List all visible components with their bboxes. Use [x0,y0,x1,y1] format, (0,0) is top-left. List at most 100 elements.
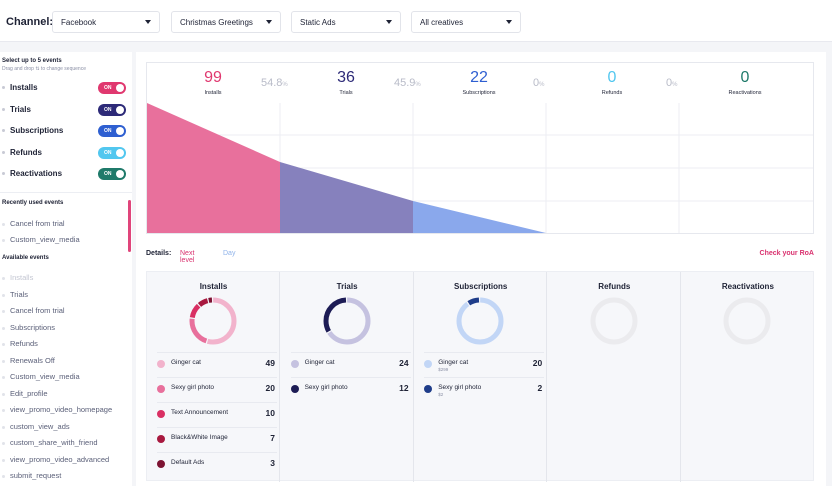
legend-row: Ginger cat 49 [157,352,277,370]
event-toggle[interactable]: ON [98,168,126,180]
event-toggle[interactable]: ON [98,125,126,137]
available-event-item[interactable]: Installs [10,273,34,282]
drag-handle-icon[interactable] [2,376,5,379]
legend-row: Sexy girl photo $2 2 [424,377,545,397]
drag-handle-icon[interactable] [2,129,5,132]
chevron-down-icon [266,20,272,24]
drag-handle-icon[interactable] [2,150,5,154]
card-title: Installs [199,282,228,291]
stat-label: Subscriptions [462,90,496,96]
recent-event-item[interactable]: Cancel from trial [10,219,65,228]
donut-slice [323,297,371,345]
stat-value: 0 [740,69,750,86]
creatives-select[interactable]: All creatives [411,11,521,33]
event-toggle[interactable]: ON [98,146,126,159]
legend-row: Ginger cat 24 [290,352,411,370]
ad-type-select[interactable]: Static Ads [291,11,401,33]
creative-value: 10 [265,408,275,418]
toggle-knob [116,148,124,157]
drag-handle-icon[interactable] [2,475,5,478]
legend-swatch [157,385,165,393]
check-roa-link[interactable]: Check your RoA [759,250,814,257]
chevron-down-icon [386,20,392,24]
event-toggle[interactable]: ON [98,82,126,94]
drag-handle-icon[interactable] [2,239,5,242]
conversion-rate: 0% [533,77,545,89]
sidebar-scrollbar[interactable] [128,200,131,252]
drag-handle-icon[interactable] [2,107,5,111]
drag-handle-icon[interactable] [2,310,5,313]
drag-handle-icon[interactable] [2,172,5,175]
drag-handle-icon[interactable] [2,223,5,226]
available-event-item[interactable]: view_promo_video_advanced [10,454,110,464]
creative-name: Black&White Image [171,434,228,441]
donut-empty-ring [723,297,771,345]
select-events-title: Select up to 5 events [2,58,62,64]
available-event-item[interactable]: custom_share_with_friend [10,438,98,447]
toggle-knob [116,84,124,92]
select-events-hint: Drag and drop ⇅ to change sequence [2,66,86,72]
drag-handle-icon[interactable] [2,442,5,445]
event-toggle[interactable]: ON [98,103,126,116]
available-events-title: Available events [2,255,49,261]
available-event-item[interactable]: Cancel from trial [10,306,65,315]
drag-handle-icon[interactable] [2,326,5,330]
event-row[interactable]: Refunds ON [0,146,130,160]
available-event-item[interactable]: view_promo_video_homepage [10,405,113,414]
breakdown-card: Installs Ginger cat 49 Sexy girl photo 20 Tex… [147,272,280,482]
legend-row: Text Announcement 10 [157,402,277,420]
event-row[interactable]: Reactivations ON [0,167,130,181]
drag-handle-icon[interactable] [2,392,5,396]
creative-name: Text Announcement [171,409,229,416]
available-event-item[interactable]: Refunds [10,339,38,348]
stat-label: Reactivations [728,90,762,96]
event-row[interactable]: Installs ON [0,81,130,95]
conversion-rate: 45.9% [394,77,421,89]
legend-swatch [157,410,165,418]
drag-handle-icon[interactable] [2,343,5,346]
legend-row: Default Ads 3 [157,452,277,470]
stat-label: Refunds [601,90,623,96]
funnel-segment-subscriptions [413,201,546,233]
drag-handle-icon[interactable] [2,293,5,297]
channel-select[interactable]: Facebook [52,11,160,33]
tab-next-level[interactable]: Next level [180,250,195,264]
event-label: Refunds [10,147,42,157]
card-title: Refunds [598,282,631,291]
campaign-select[interactable]: Christmas Greetings [171,11,281,33]
creative-name: Sexy girl photo [438,384,482,391]
creative-name: Default Ads [171,459,205,466]
available-event-item[interactable]: Custom_view_media [10,372,80,381]
available-event-item[interactable]: Trials [10,289,29,299]
available-event-item[interactable]: Renewals Off [10,355,55,365]
available-event-item[interactable]: submit_request [10,471,62,480]
legend-swatch [290,385,299,393]
donut-slice [189,297,237,345]
events-sidebar: Select up to 5 events Drag and drop ⇅ to… [0,52,132,486]
creative-value: 20 [532,358,543,368]
toggle-knob [116,127,124,135]
tab-day[interactable]: Day [223,250,236,257]
breakdown-card: Trials Ginger cat 24 Sexy girl photo 12 [281,272,414,482]
available-event-item[interactable]: Subscriptions [10,322,56,332]
drag-handle-icon[interactable] [2,409,5,412]
available-event-item[interactable]: Edit_profile [10,388,48,398]
drag-handle-icon[interactable] [2,277,5,280]
drag-handle-icon[interactable] [2,458,5,462]
legend-row: Sexy girl photo 20 [157,377,277,395]
available-event-item[interactable]: custom_view_ads [10,421,70,431]
stat-value: 22 [470,69,488,86]
legend-swatch [157,360,165,368]
drag-handle-icon[interactable] [2,425,5,429]
drag-handle-icon[interactable] [2,86,5,89]
donut-chart [723,297,771,345]
channel-label: Channel: [6,16,54,28]
event-row[interactable]: Subscriptions ON [0,124,130,138]
recent-event-item[interactable]: Custom_view_media [10,235,80,244]
funnel-chart: 99 Installs 36 Trials 22 Subscriptions 0 Refund… [146,62,814,234]
legend-row: Sexy girl photo 12 [290,377,411,395]
event-row[interactable]: Trials ON [0,103,130,117]
drag-handle-icon[interactable] [2,359,5,363]
creative-name: Sexy girl photo [304,384,348,391]
creative-value: 12 [399,383,409,393]
